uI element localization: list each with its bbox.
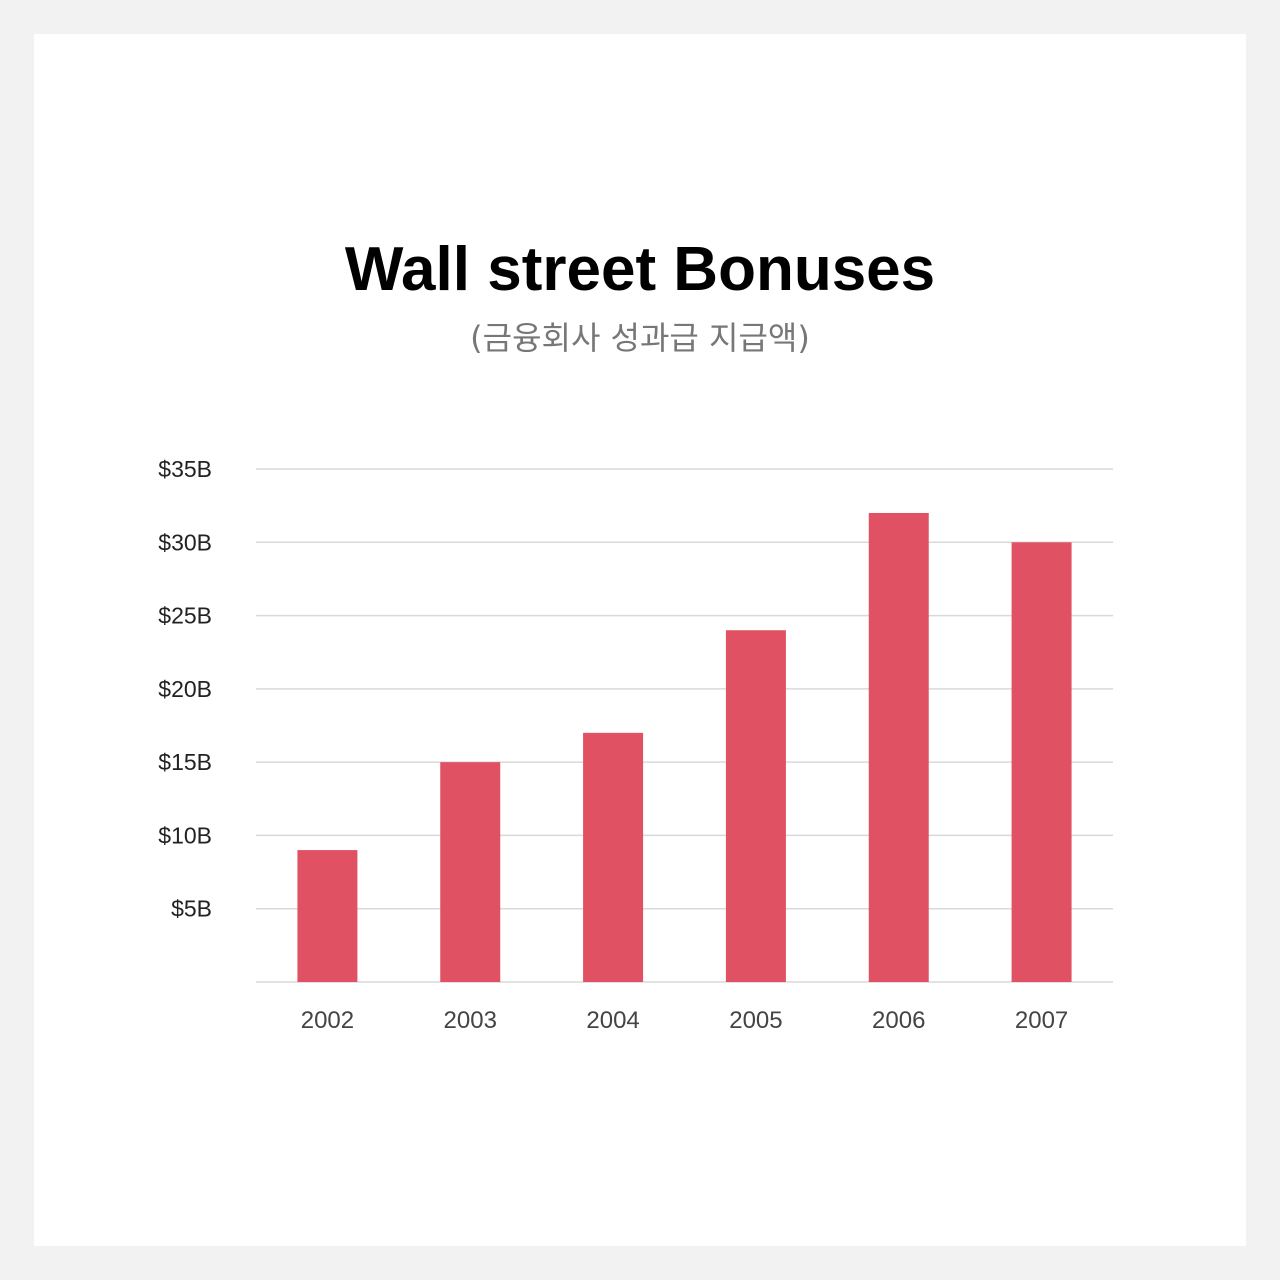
bar-2005 — [725, 630, 786, 982]
x-tick-label: 2006 — [872, 1007, 925, 1034]
bars — [297, 512, 1072, 982]
x-axis-tick-labels: 2002 2003 2004 2005 2006 2007 — [301, 1007, 1069, 1034]
y-tick-label: $10B — [158, 822, 212, 848]
x-tick-label: 2005 — [729, 1007, 782, 1034]
chart-title: Wall street Bonuses — [344, 235, 936, 304]
x-tick-label: 2002 — [301, 1007, 354, 1034]
y-tick-label: $25B — [158, 603, 212, 629]
gridlines — [256, 468, 1113, 983]
y-tick-label: $30B — [158, 529, 212, 555]
bar-2004 — [583, 732, 644, 982]
chart-subtitle: (금융회사 성과급 지급액) — [470, 319, 810, 357]
bar-2006 — [868, 512, 929, 982]
y-tick-label: $15B — [158, 749, 212, 775]
x-tick-label: 2004 — [586, 1007, 639, 1034]
y-axis-tick-labels: $5B $10B $15B $20B $25B $30B $35B — [158, 456, 212, 922]
x-tick-label: 2003 — [444, 1007, 497, 1034]
y-tick-label: $5B — [171, 896, 212, 922]
bar-2002 — [297, 850, 358, 982]
bar-2007 — [1011, 542, 1072, 982]
y-tick-label: $20B — [158, 676, 212, 702]
bar-2003 — [440, 762, 501, 982]
x-tick-label: 2007 — [1015, 1007, 1068, 1034]
y-tick-label: $35B — [158, 456, 212, 482]
